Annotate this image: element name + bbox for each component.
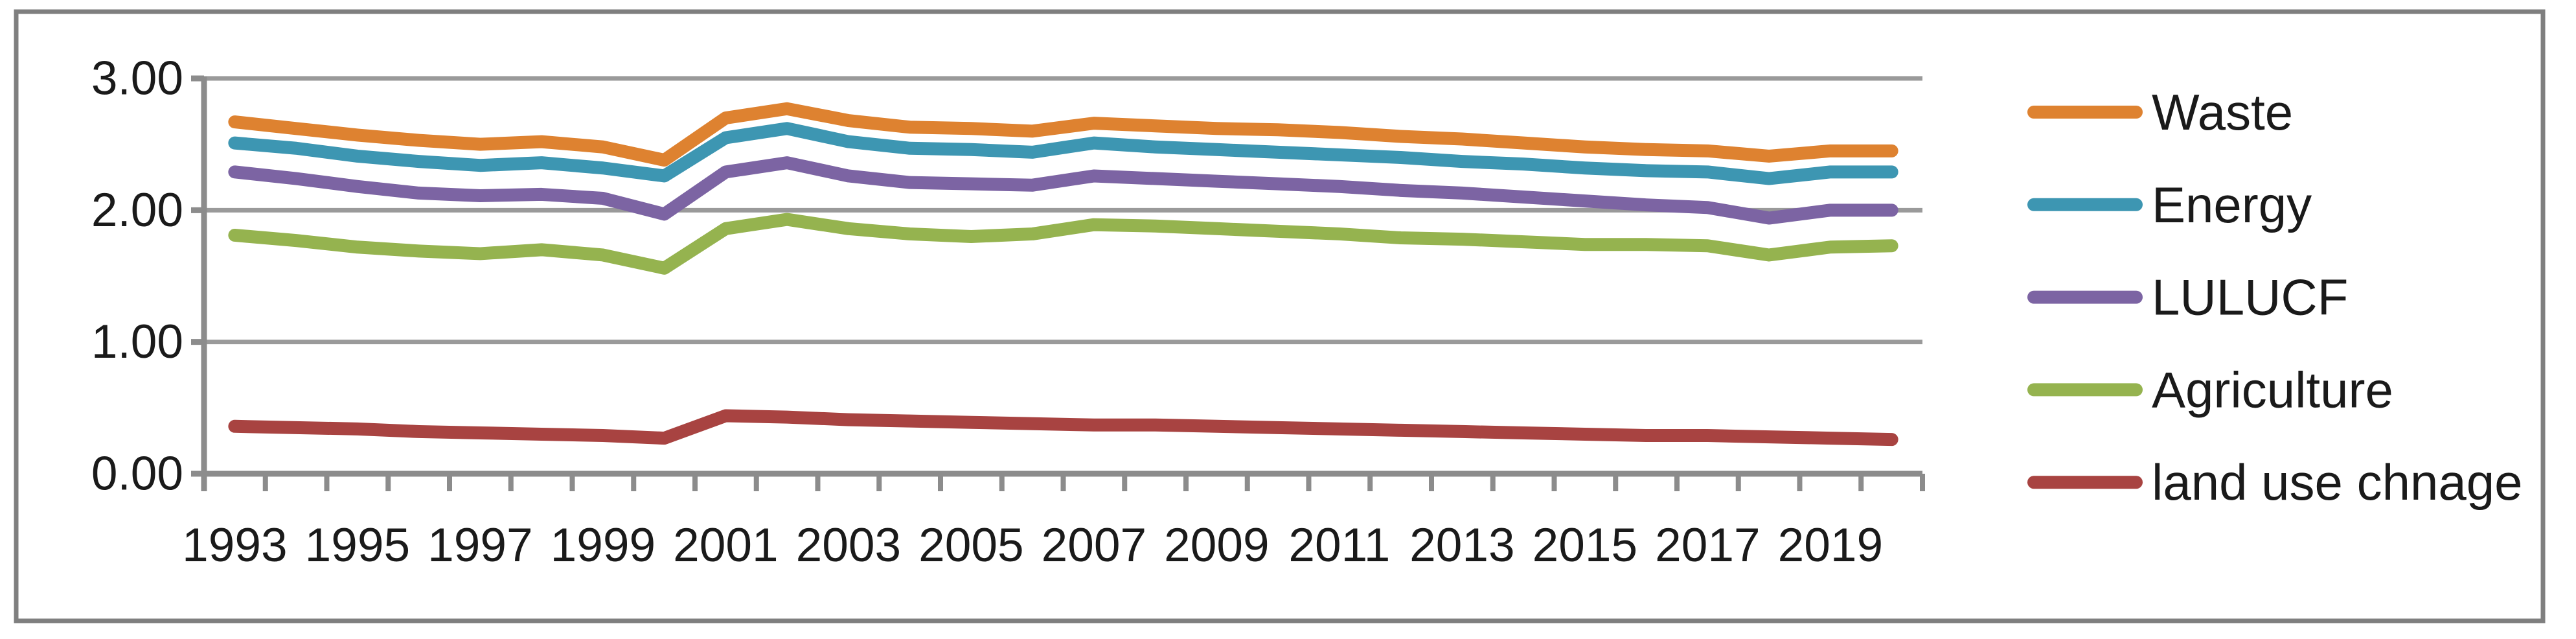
x-tick-label: 2011 [1288, 519, 1390, 572]
legend-label-agriculture: Agriculture [2152, 361, 2393, 418]
y-tick-label: 3.00 [91, 52, 183, 105]
x-tick-label: 2017 [1655, 519, 1760, 572]
x-tick-label: 2009 [1164, 519, 1269, 572]
x-tick-label: 2015 [1533, 519, 1637, 572]
x-tick-label: 2003 [796, 519, 901, 572]
legend-label-energy: Energy [2152, 176, 2312, 233]
x-tick-label: 2019 [1778, 519, 1883, 572]
series-line-land-use-chnage [228, 409, 1898, 447]
y-tick-label: 0.00 [91, 448, 183, 500]
y-tick-label: 2.00 [91, 184, 183, 237]
x-tick-label: 1995 [305, 519, 410, 572]
y-tick-label: 1.00 [91, 316, 183, 368]
series-line-lulucf [228, 156, 1898, 225]
series-line-waste [228, 102, 1898, 167]
figure-border [14, 9, 2546, 623]
x-tick-label: 1997 [427, 519, 532, 572]
series-line-energy [228, 122, 1898, 185]
x-tick-label: 1999 [551, 519, 655, 572]
legend-label-land-use-chnage: land use chnage [2152, 454, 2522, 511]
series-line-agriculture [228, 213, 1898, 275]
x-tick-label: 2007 [1042, 519, 1146, 572]
legend-label-lulucf: LULUCF [2152, 269, 2348, 326]
x-tick-label: 1993 [182, 519, 287, 572]
legend-label-waste: Waste [2152, 84, 2293, 141]
x-tick-label: 2013 [1409, 519, 1514, 572]
x-tick-label: 2005 [918, 519, 1023, 572]
x-tick-label: 2001 [673, 519, 778, 572]
